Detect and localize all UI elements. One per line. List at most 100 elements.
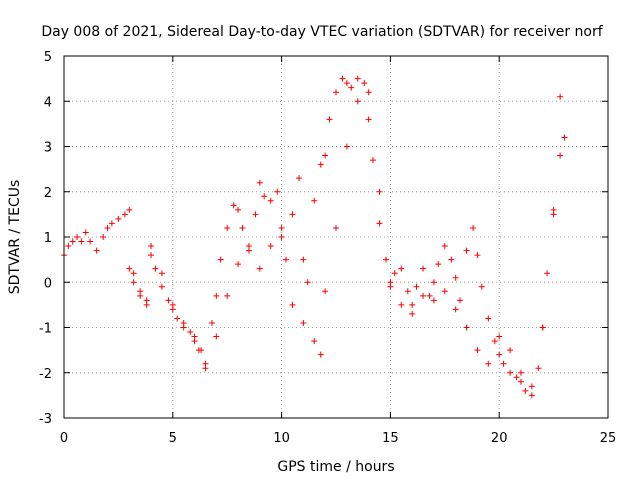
plot-frame [63, 55, 609, 419]
data-point [333, 224, 339, 231]
data-point [300, 319, 307, 326]
data-point [100, 234, 107, 240]
data-point [191, 333, 198, 340]
data-point [317, 161, 324, 168]
data-point [278, 224, 285, 231]
data-point [365, 116, 372, 123]
data-point [426, 292, 433, 299]
data-point [491, 338, 498, 345]
data-point [343, 143, 350, 150]
data-point [126, 206, 133, 213]
data-point [311, 197, 318, 204]
data-point [463, 324, 470, 331]
data-point [93, 247, 100, 254]
data-point [174, 315, 181, 322]
data-point [544, 270, 551, 277]
data-point [513, 374, 520, 381]
data-point [78, 238, 85, 245]
data-point [441, 288, 448, 295]
data-point [130, 279, 137, 286]
data-point [507, 347, 514, 354]
data-point [326, 116, 333, 123]
data-point [452, 306, 459, 313]
data-point [550, 211, 557, 218]
data-point [457, 297, 464, 304]
data-point [289, 211, 296, 218]
x-tick-label: 25 [600, 431, 617, 446]
data-point [365, 89, 372, 96]
x-tick-label: 20 [491, 431, 508, 446]
data-point [517, 369, 524, 376]
data-point [413, 283, 420, 290]
data-point [278, 234, 285, 240]
y-tick-label: -2 [39, 367, 52, 382]
data-point [343, 80, 350, 87]
data-point [322, 288, 329, 295]
data-point [348, 84, 355, 91]
data-point [485, 315, 492, 322]
data-point [115, 215, 122, 222]
y-tick-label: -1 [39, 322, 52, 337]
data-point [535, 365, 542, 372]
data-point [517, 378, 524, 385]
data-point [252, 211, 259, 218]
data-point [474, 347, 481, 354]
data-point [261, 193, 268, 200]
data-point [274, 188, 281, 195]
data-point [230, 202, 237, 209]
data-point [208, 319, 215, 326]
data-point [65, 243, 72, 250]
grid [64, 56, 608, 418]
data-point [561, 134, 568, 141]
y-tick-label: 0 [44, 276, 52, 291]
x-tick-label: 10 [273, 431, 290, 446]
y-tick-label: 4 [44, 95, 52, 110]
y-tick-label: 3 [44, 141, 52, 156]
data-point [137, 288, 144, 295]
data-point [152, 265, 159, 272]
data-point [354, 98, 361, 105]
data-point [256, 179, 263, 186]
data-point [213, 333, 220, 340]
data-point [500, 360, 507, 367]
data-point [267, 197, 274, 204]
data-point [430, 279, 437, 286]
data-point [180, 319, 187, 326]
x-axis-label: GPS time / hours [277, 459, 394, 475]
data-point [354, 75, 361, 82]
data-point [202, 365, 209, 372]
y-tick-label: 5 [44, 50, 52, 65]
data-point [282, 256, 289, 263]
data-point [126, 265, 133, 272]
data-point [130, 270, 137, 277]
data-point [148, 252, 155, 259]
y-axis-label: SDTVAR / TECUs [7, 180, 23, 295]
data-point [87, 238, 94, 245]
data-point [391, 270, 398, 277]
data-point [369, 157, 376, 164]
series-0 [61, 75, 568, 394]
data-point [420, 292, 427, 299]
data-point [224, 224, 231, 231]
data-point [74, 234, 81, 240]
data-point [430, 297, 437, 304]
data-point [361, 80, 368, 87]
data-point [452, 274, 459, 281]
data-point [317, 351, 324, 358]
y-tick-label: 2 [44, 186, 52, 201]
data-point [198, 347, 205, 354]
data-point [267, 243, 274, 250]
x-tick-label: 15 [382, 431, 399, 446]
x-tick-label: 5 [169, 431, 177, 446]
data-point [256, 265, 263, 272]
data-point [398, 265, 405, 272]
series-1 [126, 89, 564, 399]
data-point [420, 265, 427, 272]
data-point [485, 360, 492, 367]
data-point [557, 93, 564, 100]
data-point [239, 224, 246, 231]
data-point [383, 256, 390, 263]
data-point [235, 206, 242, 213]
data-point [474, 252, 481, 259]
data-point [333, 89, 339, 96]
